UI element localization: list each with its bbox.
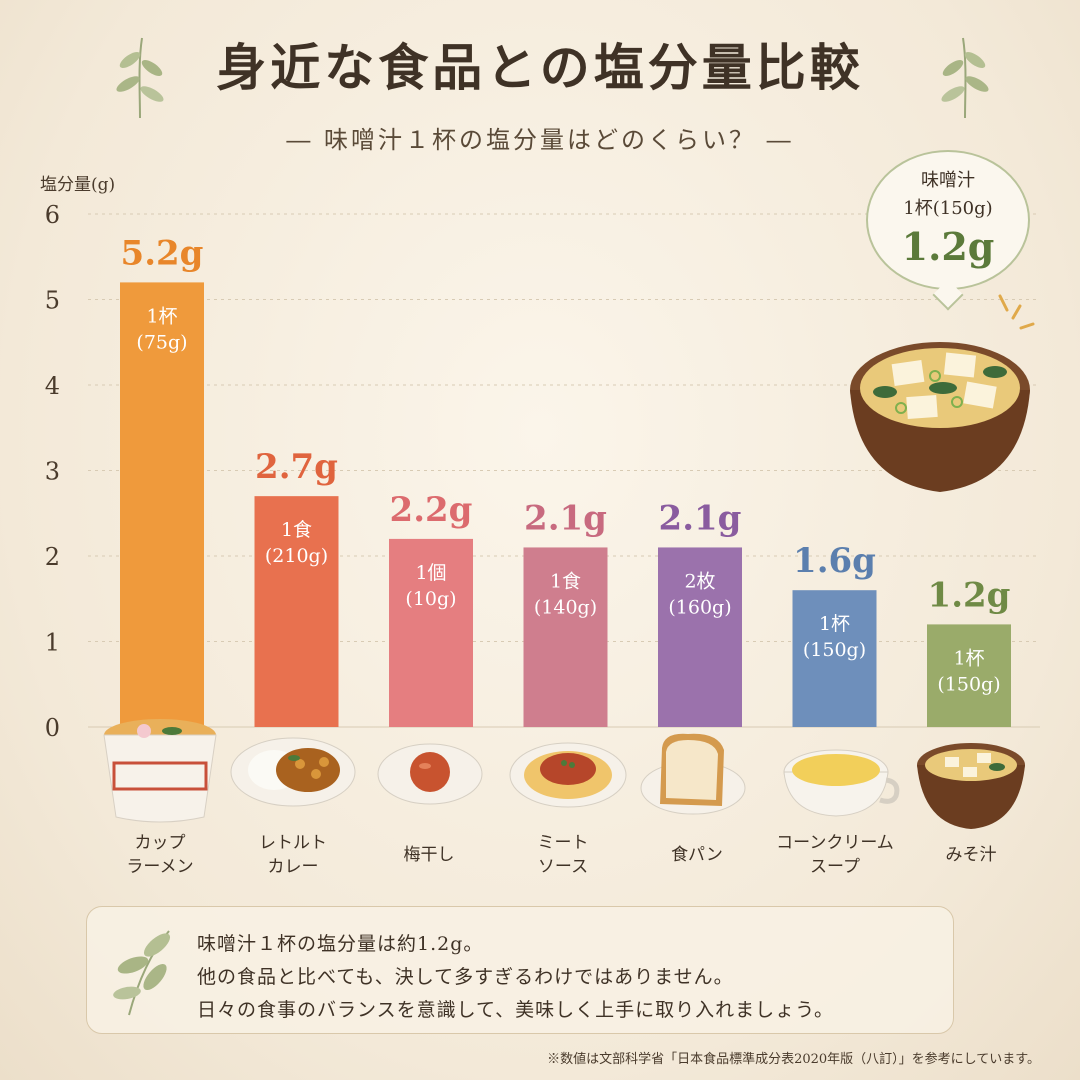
- footnote: ※数値は文部科学省「日本食品標準成分表2020年版（八訂）」を参考にしています。: [547, 1052, 1040, 1067]
- miso-soup-small-icon: [917, 743, 1025, 829]
- data-label: 1.6g: [793, 541, 876, 581]
- data-label: 2.7g: [255, 447, 338, 487]
- bar: [389, 538, 473, 727]
- leaf-icon-right: [941, 37, 989, 119]
- page-subtitle: ― 味噌汁１杯の塩分量はどのくらい？ ―: [286, 126, 794, 154]
- category-label-umeboshi: 梅干し: [403, 845, 455, 865]
- portion-label: (150g): [937, 673, 1000, 695]
- data-label: 2.1g: [659, 498, 742, 538]
- y-tick-label: 3: [45, 458, 60, 486]
- y-axis-label: 塩分量(g): [40, 175, 116, 195]
- data-label: 1.2g: [928, 575, 1011, 615]
- note-line2: 他の食品と比べても、決して多すぎるわけではありません。: [197, 966, 734, 988]
- corn-soup-icon: [783, 749, 900, 817]
- bar: [792, 590, 877, 727]
- portion-label: (160g): [668, 596, 731, 618]
- portion-label: 2枚: [684, 570, 715, 592]
- data-label: 2.2g: [390, 490, 473, 530]
- portion-label: (150g): [803, 639, 866, 661]
- category-label-miso-soup: みそ汁: [945, 845, 997, 865]
- note-line3: 日々の食事のバランスを意識して、美味しく上手に取り入れましょう。: [197, 999, 834, 1021]
- portion-label: 1杯: [819, 613, 850, 635]
- portion-label: 1食: [550, 570, 581, 592]
- portion-label: (210g): [265, 545, 328, 567]
- summary-note: 味噌汁１杯の塩分量は約1.2g。 他の食品と比べても、決して多すぎるわけではあり…: [86, 906, 954, 1034]
- bar: [523, 547, 608, 727]
- umeboshi-icon: [377, 743, 483, 805]
- category-label-corn-soup: コーンクリーム スープ: [776, 833, 894, 877]
- y-tick-label: 2: [45, 543, 60, 571]
- category-label-bread: 食パン: [671, 845, 723, 865]
- note-line1: 味噌汁１杯の塩分量は約1.2g。: [197, 933, 484, 955]
- callout-value: 1.2g: [901, 224, 995, 269]
- bar: [927, 624, 1011, 727]
- data-label: 5.2g: [121, 233, 204, 273]
- bread-icon: [640, 733, 746, 815]
- meat-sauce-icon: [509, 742, 627, 808]
- miso-soup-bowl-icon: [850, 294, 1035, 492]
- category-label-meat-sauce: ミート ソース: [537, 833, 589, 877]
- portion-label: 1個: [415, 562, 446, 584]
- callout-bubble: 味噌汁 1杯(150g) 1.2g: [866, 150, 1030, 290]
- bar: [120, 282, 204, 727]
- leaf-icon-note: [113, 930, 171, 1016]
- bar: [658, 547, 742, 727]
- y-tick-label: 0: [45, 714, 60, 742]
- portion-label: (10g): [405, 588, 456, 610]
- cup-ramen-icon: [103, 719, 217, 823]
- curry-icon: [230, 737, 356, 807]
- callout-line1: 味噌汁: [921, 170, 975, 191]
- callout-line2: 1杯(150g): [903, 198, 993, 219]
- category-label-curry: レトルト カレー: [259, 833, 327, 877]
- portion-label: (75g): [136, 331, 187, 353]
- y-tick-label: 4: [45, 372, 60, 400]
- y-tick-label: 1: [45, 629, 60, 657]
- leaf-icon-left: [116, 37, 164, 119]
- page-title: 身近な食品との塩分量比較: [216, 38, 864, 97]
- y-tick-label: 5: [45, 287, 60, 315]
- portion-label: 1杯: [953, 647, 984, 669]
- category-label-cup-ramen: カップ ラーメン: [126, 833, 194, 877]
- portion-label: 1食: [281, 519, 312, 541]
- y-tick-label: 6: [45, 201, 60, 229]
- portion-label: (140g): [534, 596, 597, 618]
- data-label: 2.1g: [524, 498, 607, 538]
- portion-label: 1杯: [146, 305, 177, 327]
- bar-chart: 0 1 2 3 4 5 6 5.2g 1杯 (75g) 2.7g 1食 (210g) 2.2g 1個 (10g…: [45, 201, 1040, 742]
- bar: [254, 496, 339, 727]
